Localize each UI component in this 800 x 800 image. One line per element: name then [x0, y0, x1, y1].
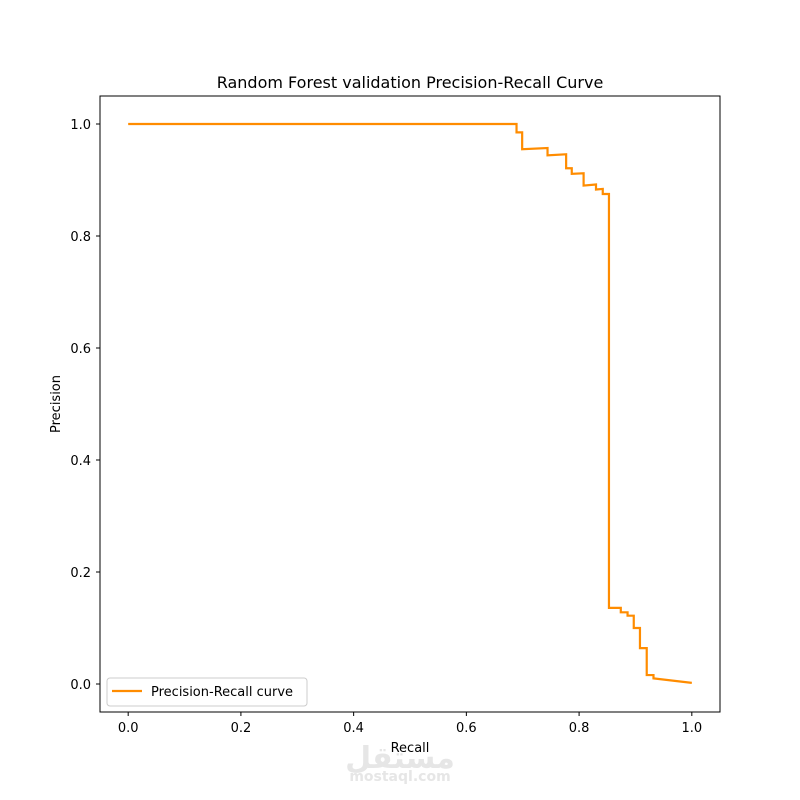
y-tick-label: 0.6: [70, 342, 91, 357]
y-axis-label: Precision: [49, 375, 64, 433]
y-tick-label: 0.8: [70, 230, 91, 245]
x-tick-label: 0.6: [456, 721, 477, 736]
watermark: مستقل mostaql.com: [345, 741, 455, 785]
y-tick-label: 0.4: [70, 454, 91, 469]
x-axis-label: Recall: [391, 741, 430, 756]
plot-area-frame: [99, 95, 721, 713]
x-axis-ticks: 0.0 0.2 0.4 0.6 0.8 1.0: [118, 712, 702, 736]
legend-box: [106, 677, 308, 707]
x-tick-label: 0.0: [118, 721, 139, 736]
legend: Precision-Recall curve: [106, 677, 308, 707]
chart-title: Random Forest validation Precision-Recal…: [217, 73, 604, 92]
watermark-site: mostaql.com: [349, 769, 450, 785]
x-tick-label: 0.8: [569, 721, 590, 736]
x-tick-label: 0.2: [231, 721, 252, 736]
precision-recall-curve-line: [128, 122, 692, 684]
y-axis-ticks: 0.0 0.2 0.4 0.6 0.8 1.0: [70, 118, 100, 693]
watermark-brand: مستقل: [345, 741, 455, 776]
y-tick-label: 1.0: [70, 118, 91, 133]
legend-label: Precision-Recall curve: [151, 685, 293, 700]
x-tick-label: 0.4: [343, 721, 364, 736]
x-tick-label: 1.0: [681, 721, 702, 736]
y-tick-label: 0.2: [70, 566, 91, 581]
series-layer: [128, 122, 692, 684]
y-tick-label: 0.0: [70, 678, 91, 693]
